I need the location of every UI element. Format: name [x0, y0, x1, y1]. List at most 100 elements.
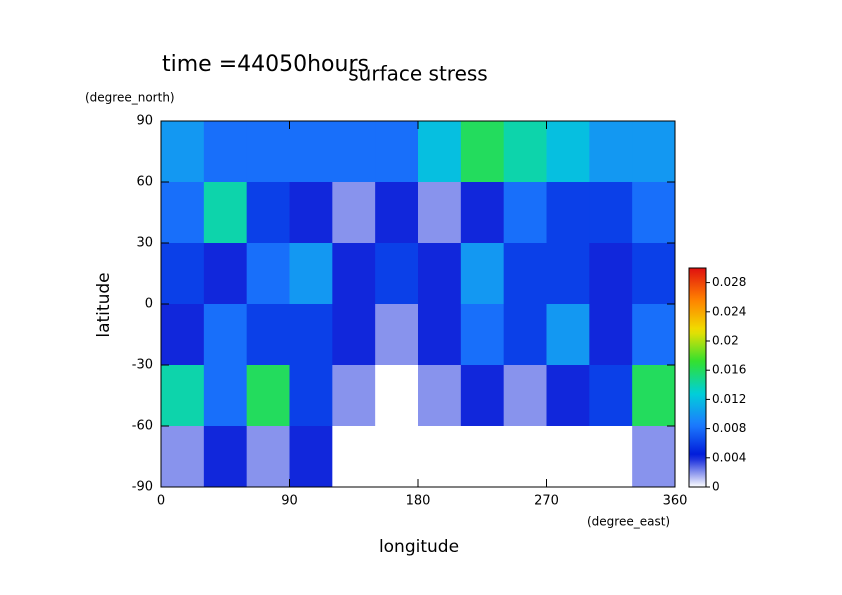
heat-cell — [589, 182, 633, 244]
heat-cell — [589, 243, 633, 305]
heat-cell — [289, 426, 333, 488]
heat-cell — [246, 426, 290, 488]
heat-cell — [375, 426, 419, 488]
heat-cell — [203, 365, 248, 427]
heat-cell — [332, 182, 376, 244]
heat-cell — [203, 243, 248, 305]
heat-cell — [503, 365, 547, 427]
heat-cell — [546, 243, 590, 305]
heat-cell — [418, 426, 462, 488]
heat-cell — [460, 426, 505, 488]
heat-cell — [246, 304, 290, 366]
colorbar-tick-label: 0.028 — [712, 275, 746, 289]
heat-cell — [332, 243, 376, 305]
heat-cell — [460, 121, 505, 183]
chart-title: surface stress — [348, 62, 487, 86]
x-unit: (degree_east) — [587, 515, 670, 529]
heat-cell — [546, 304, 590, 366]
x-tick-label: 270 — [534, 494, 559, 509]
y-tick-label: 30 — [136, 236, 153, 251]
colorbar-tick-label: 0.016 — [712, 363, 746, 377]
heat-cell — [503, 304, 547, 366]
heat-cell — [589, 304, 633, 366]
heat-cell — [161, 426, 205, 488]
heat-cell — [460, 365, 505, 427]
y-tick-label: -60 — [132, 419, 153, 434]
heat-cell — [161, 304, 205, 366]
heat-cell — [289, 365, 333, 427]
y-tick-label: 90 — [136, 114, 153, 129]
heat-cell — [246, 121, 290, 183]
colorbar-tick-label: 0.012 — [712, 392, 746, 406]
heat-cell — [161, 365, 205, 427]
heat-cell — [375, 304, 419, 366]
heat-cell — [589, 121, 633, 183]
heat-cell — [503, 121, 547, 183]
heat-cell — [375, 365, 419, 427]
heat-cell — [418, 304, 462, 366]
heat-cell — [503, 243, 547, 305]
y-tick-label: 60 — [136, 175, 153, 190]
y-tick-label: -90 — [132, 480, 153, 495]
y-tick-label: 0 — [145, 297, 153, 312]
heat-cell — [632, 182, 676, 244]
heat-cell — [289, 304, 333, 366]
x-tick-label: 90 — [281, 494, 298, 509]
heat-cell — [589, 426, 633, 488]
heat-cell — [375, 243, 419, 305]
heat-cell — [418, 121, 462, 183]
heat-cell — [203, 182, 248, 244]
x-tick-label: 180 — [406, 494, 431, 509]
heat-cell — [503, 426, 547, 488]
x-tick-label: 0 — [157, 494, 165, 509]
heat-cell — [332, 365, 376, 427]
heat-cell — [546, 121, 590, 183]
heat-cell — [289, 121, 333, 183]
heat-cell — [246, 365, 290, 427]
heat-cell — [546, 426, 590, 488]
heat-cell — [161, 243, 205, 305]
heat-cell — [460, 243, 505, 305]
colorbar-tick-label: 0.004 — [712, 450, 746, 464]
heat-cell — [632, 304, 676, 366]
heat-cell — [246, 243, 290, 305]
heat-cell — [203, 304, 248, 366]
y-tick-label: -30 — [132, 358, 153, 373]
heat-cell — [203, 426, 248, 488]
colorbar-tick-label: 0.02 — [712, 334, 739, 348]
heat-cell — [332, 304, 376, 366]
heat-cell — [632, 243, 676, 305]
heat-cell — [632, 365, 676, 427]
heat-cell — [375, 121, 419, 183]
heat-cell — [418, 365, 462, 427]
colorbar-tick-label: 0.008 — [712, 421, 746, 435]
heat-cell — [460, 304, 505, 366]
y-unit: (degree_north) — [85, 91, 175, 105]
heat-cell — [632, 426, 676, 488]
heat-cell — [161, 182, 205, 244]
colorbar — [688, 267, 707, 488]
heat-cell — [289, 182, 333, 244]
heat-cell — [332, 121, 376, 183]
heat-cell — [632, 121, 676, 183]
heat-cell — [589, 365, 633, 427]
heat-cell — [203, 121, 248, 183]
y-axis-label: latitude — [94, 272, 114, 337]
heat-cell — [289, 243, 333, 305]
heat-cell — [546, 182, 590, 244]
colorbar-tick-label: 0 — [712, 480, 720, 494]
colorbar-tick-label: 0.024 — [712, 304, 746, 318]
x-axis-label: longitude — [379, 537, 459, 557]
heat-cell — [161, 121, 205, 183]
heat-cell — [503, 182, 547, 244]
heat-cell — [418, 182, 462, 244]
heat-cell — [332, 426, 376, 488]
heat-cell — [418, 243, 462, 305]
x-tick-label: 360 — [663, 494, 688, 509]
heat-cell — [246, 182, 290, 244]
heat-cell — [375, 182, 419, 244]
heat-cell — [546, 365, 590, 427]
time-label: time =44050hours — [162, 52, 369, 77]
heat-cell — [460, 182, 505, 244]
